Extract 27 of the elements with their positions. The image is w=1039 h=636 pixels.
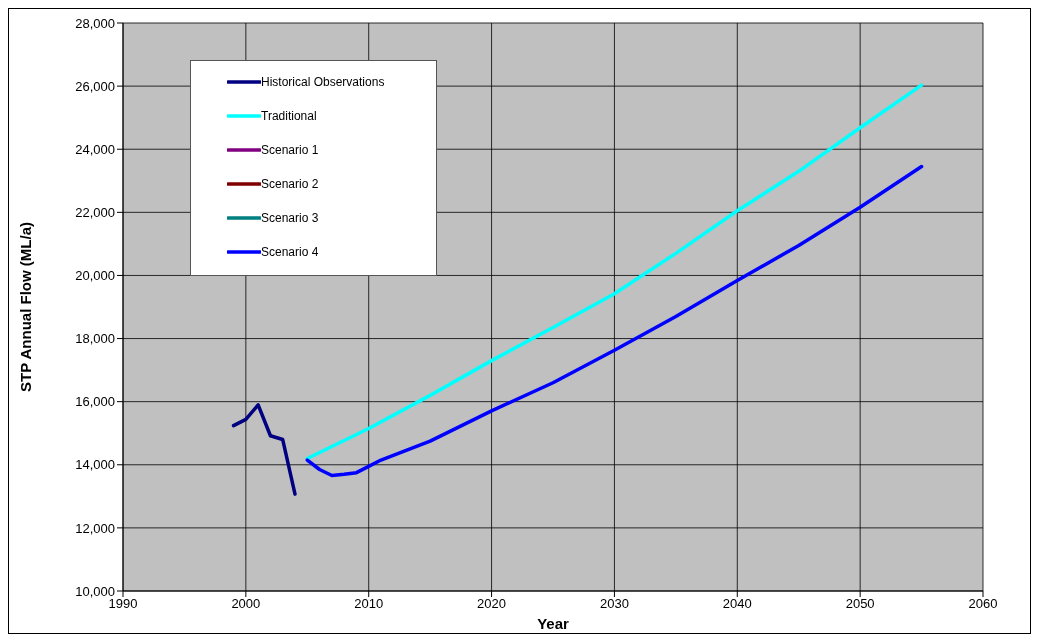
y-tick-label: 26,000 [75, 78, 115, 94]
legend-label: Traditional [261, 109, 317, 123]
y-tick-label: 12,000 [75, 520, 115, 536]
x-tick-label: 2030 [599, 596, 629, 612]
y-tick-label: 18,000 [75, 331, 115, 347]
y-tick-label: 10,000 [75, 583, 115, 599]
legend-label: Historical Observations [261, 75, 385, 89]
x-tick-label: 1990 [108, 596, 138, 612]
x-tick-label: 2060 [968, 596, 998, 612]
x-tick-label: 2000 [231, 596, 261, 612]
y-tick-label: 24,000 [75, 141, 115, 157]
legend-label: Scenario 4 [261, 245, 319, 259]
y-axis-title: STP Annual Flow (ML/a) [17, 222, 35, 392]
y-tick-label: 16,000 [75, 394, 115, 410]
y-tick-label: 22,000 [75, 204, 115, 220]
y-tick-label: 14,000 [75, 457, 115, 473]
legend-label: Scenario 2 [261, 177, 319, 191]
x-tick-label: 2020 [477, 596, 507, 612]
legend-label: Scenario 3 [261, 211, 319, 225]
legend-label: Scenario 1 [261, 143, 319, 157]
x-tick-label: 2050 [845, 596, 875, 612]
x-axis-title: Year [537, 615, 570, 632]
y-tick-label: 20,000 [75, 268, 115, 284]
y-tick-label: 28,000 [75, 15, 115, 31]
line-series [231, 403, 297, 496]
x-tick-label: 2010 [354, 596, 384, 612]
x-tick-label: 2040 [722, 596, 752, 612]
